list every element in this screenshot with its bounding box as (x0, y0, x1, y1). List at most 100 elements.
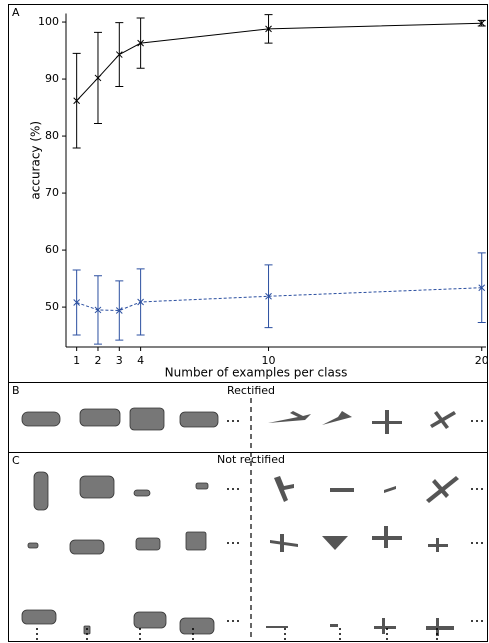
ellipsis-dot (476, 488, 478, 490)
car-image (27, 542, 39, 549)
plane-image (330, 624, 338, 627)
car-image (179, 617, 215, 635)
ellipsis-dot (237, 542, 239, 544)
image-row (21, 407, 456, 434)
car-image (79, 408, 121, 427)
x-tick-label: 3 (116, 354, 123, 367)
car-image (69, 539, 105, 555)
ellipsis-dot (481, 620, 483, 622)
ellipsis-dot (86, 628, 88, 630)
ellipsis-dot (227, 542, 229, 544)
figure-frame (8, 4, 488, 642)
ellipsis-dot (386, 628, 388, 630)
ellipsis-dot (232, 488, 234, 490)
ellipsis-dot (436, 633, 438, 635)
image-grid (21, 471, 459, 636)
ellipsis-dot (339, 628, 341, 630)
ellipsis-dot (481, 542, 483, 544)
marker (265, 25, 272, 33)
ellipses (36, 420, 483, 640)
y-tick-label: 60 (45, 243, 59, 256)
x-tick-label: 2 (94, 354, 101, 367)
car-image (79, 475, 115, 499)
car-image (21, 609, 57, 625)
panel-label: B (12, 384, 20, 397)
marker (94, 74, 102, 82)
ellipsis-dot (86, 633, 88, 635)
ellipsis-dot (232, 420, 234, 422)
panel-label: A (12, 6, 20, 19)
ellipsis-dot (481, 488, 483, 490)
series-line (76, 287, 482, 312)
marker (137, 39, 144, 47)
car-image (179, 411, 219, 428)
marker (115, 51, 123, 58)
ellipsis-dot (36, 633, 38, 635)
marker (265, 292, 272, 300)
car-image (185, 531, 207, 551)
ellipsis-dot (386, 638, 388, 640)
ellipsis-dot (232, 542, 234, 544)
ellipsis-dot (476, 420, 478, 422)
ellipsis-dot (139, 628, 141, 630)
y-tick-label: 50 (45, 300, 59, 313)
car-image (129, 407, 165, 431)
ellipsis-dot (339, 633, 341, 635)
car-image (195, 482, 209, 490)
ellipsis-dot (471, 620, 473, 622)
ellipsis-dot (436, 628, 438, 630)
series-line (76, 22, 482, 102)
marker (115, 307, 123, 314)
plane-image (322, 536, 348, 550)
ellipsis-dot (36, 628, 38, 630)
marker (73, 97, 81, 105)
x-tick-label: 1 (73, 354, 80, 367)
ellipsis-dot (237, 420, 239, 422)
y-tick-label: 90 (45, 72, 59, 85)
ellipsis-dot (386, 633, 388, 635)
plane-image (374, 618, 396, 634)
ellipsis-dot (227, 620, 229, 622)
plane-image (270, 534, 298, 552)
ellipsis-dot (237, 488, 239, 490)
plane-image (372, 526, 402, 548)
ellipsis-dot (284, 638, 286, 640)
plane-image (428, 538, 448, 552)
panel-title: Rectified (227, 384, 275, 397)
plane-image (426, 618, 454, 636)
ellipsis-dot (227, 488, 229, 490)
car-image (133, 611, 167, 629)
marker (73, 299, 81, 306)
plane-image (330, 488, 354, 492)
car-image (135, 537, 161, 551)
ellipsis-dot (481, 420, 483, 422)
plane-image (384, 486, 396, 493)
plane-image (430, 411, 456, 429)
marker (94, 306, 102, 314)
panel-title: Not rectified (217, 453, 285, 466)
ellipsis-dot (237, 620, 239, 622)
ellipsis-dot (227, 420, 229, 422)
ellipsis-dot (139, 638, 141, 640)
x-tick-label: 10 (262, 354, 276, 367)
plane-image (274, 476, 294, 502)
y-tick-label: 70 (45, 186, 59, 199)
ellipsis-dot (471, 420, 473, 422)
ellipsis-dot (192, 633, 194, 635)
plane-image (372, 410, 402, 434)
marker (478, 19, 486, 27)
ellipsis-dot (192, 628, 194, 630)
y-axis-label: accuracy (%) (29, 121, 43, 200)
panel-label: C (12, 454, 20, 467)
plane-image (426, 476, 459, 503)
ellipsis-dot (232, 620, 234, 622)
ellipsis-dot (471, 488, 473, 490)
ellipsis-dot (192, 638, 194, 640)
car-image (21, 411, 61, 427)
ellipsis-dot (284, 628, 286, 630)
marker (137, 298, 144, 306)
plane-image (268, 411, 311, 423)
ellipsis-dot (476, 542, 478, 544)
car-image (133, 489, 151, 497)
